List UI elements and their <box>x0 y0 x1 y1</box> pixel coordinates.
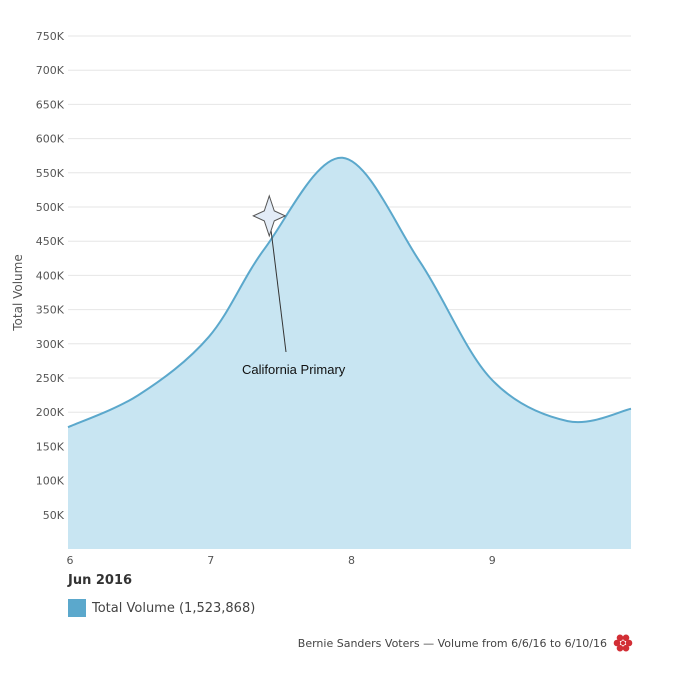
y-tick-label: 100K <box>36 475 65 488</box>
star-icon[interactable] <box>252 194 287 238</box>
y-tick-label: 450K <box>36 235 65 248</box>
legend-item[interactable]: Total Volume (1,523,868) <box>68 599 255 617</box>
volume-area <box>68 157 631 549</box>
y-tick-label: 700K <box>36 64 65 77</box>
area-chart: 50K 100K 150K 200K 250K 300K 350K 400K 450K 500K 5… <box>11 30 632 588</box>
y-tick-label: 350K <box>36 304 65 317</box>
legend-label: Total Volume (1,523,868) <box>92 600 256 616</box>
volume-line <box>67 156 632 429</box>
annotations: California Primary <box>242 194 346 377</box>
annotation-label: California Primary <box>242 362 346 377</box>
legend-swatch <box>68 599 86 617</box>
x-axis-sublabel: Jun 2016 <box>67 573 132 588</box>
flower-logo-icon <box>613 634 633 652</box>
x-tick-label: 9 <box>489 554 496 567</box>
annotation-leader-line <box>268 215 287 353</box>
y-tick-label: 50K <box>43 509 65 522</box>
y-tick-label: 250K <box>36 372 65 385</box>
x-tick-label: 6 <box>67 554 74 567</box>
y-tick-label: 600K <box>36 133 65 146</box>
y-axis-title: Total Volume <box>11 254 25 331</box>
y-tick-label: 200K <box>36 406 65 419</box>
footer-caption: Bernie Sanders Voters — Volume from 6/6/… <box>297 636 607 650</box>
y-axis-tick-labels: 50K 100K 150K 200K 250K 300K 350K 400K 450K 500K 5… <box>36 30 65 522</box>
y-tick-label: 500K <box>36 201 65 214</box>
x-tick-label: 8 <box>348 554 355 567</box>
y-tick-label: 400K <box>36 269 65 282</box>
x-tick-label: 7 <box>207 554 214 567</box>
y-tick-label: 750K <box>36 30 65 43</box>
y-tick-label: 650K <box>36 98 65 111</box>
y-tick-label: 550K <box>36 167 65 180</box>
y-tick-label: 300K <box>36 338 65 351</box>
footer: Bernie Sanders Voters — Volume from 6/6/… <box>298 633 633 653</box>
x-axis-tick-labels: 6 7 8 9 <box>67 554 496 567</box>
y-tick-label: 150K <box>36 440 65 453</box>
